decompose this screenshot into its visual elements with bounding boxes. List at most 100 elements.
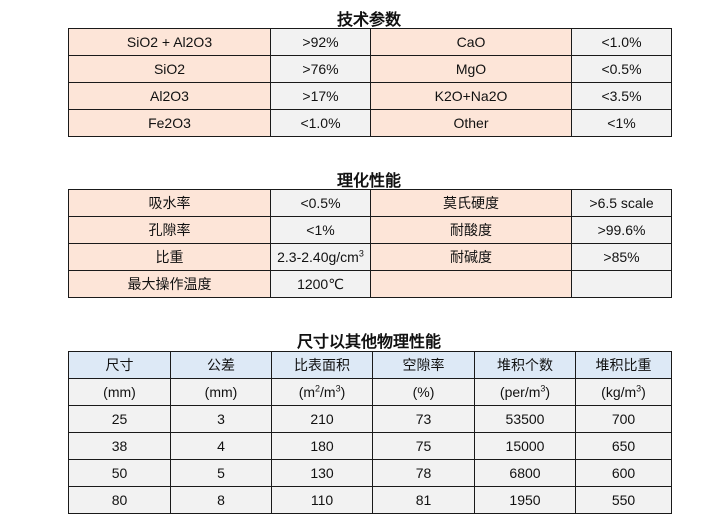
data-cell: 3: [170, 405, 272, 433]
data-cell: 8: [170, 486, 272, 514]
label-text: MgO: [455, 61, 487, 77]
label-text: 莫氏硬度: [443, 195, 499, 211]
table-row: SiO2 >76% MgO <0.5%: [68, 55, 672, 83]
label-text: SiO2 + Al2O3: [126, 34, 213, 50]
value-cell: >76%: [270, 55, 371, 83]
value-text: <3.5%: [601, 88, 642, 104]
label-text: Al2O3: [150, 88, 189, 104]
data-cell: 50: [68, 459, 171, 487]
unit-cell: (%): [372, 378, 475, 406]
label-text: 比重: [155, 249, 184, 265]
value-cell: <1.0%: [571, 28, 672, 56]
unit-cell: (mm): [170, 378, 272, 406]
data-cell: 38: [68, 432, 171, 460]
value-cell: <0.5%: [571, 55, 672, 83]
unit-superscript: 3: [636, 383, 642, 394]
label-text: 最大操作温度: [127, 276, 212, 292]
size-table: 尺寸 公差 比表面积 空隙率 堆积个数 堆积比重 (mm) (mm) (m2/m3) (%) (pe…: [68, 351, 672, 514]
table-row: 50 5 130 78 6800 600: [68, 459, 672, 487]
physchem-title: 理化性能: [336, 171, 401, 190]
physchem-table: 吸水率 <0.5% 莫氏硬度 >6.5 scale 孔隙率 <1% 耐酸度 >99.6% 比重 2…: [68, 189, 672, 298]
label-cell: MgO: [370, 55, 572, 83]
label-text: Other: [453, 115, 489, 131]
unit-superscript: 3: [358, 248, 364, 259]
value-cell: >99.6%: [571, 216, 672, 244]
data-cell: 110: [271, 486, 373, 514]
value-cell: <1%: [270, 216, 371, 244]
value-text: >6.5 scale: [589, 195, 654, 211]
unit-cell: (m2/m3): [271, 378, 373, 406]
label-cell: CaO: [370, 28, 572, 56]
label-cell: SiO2 + Al2O3: [68, 28, 271, 56]
unit-text: (%): [412, 384, 435, 400]
value-text: <1.0%: [300, 115, 341, 131]
value-text: >99.6%: [597, 222, 646, 238]
tech-params-table: SiO2 + Al2O3 >92% CaO <1.0% SiO2 >76% MgO <0.5%…: [68, 28, 672, 137]
label-cell: K2O+Na2O: [370, 82, 572, 110]
label-cell: Fe2O3: [68, 109, 271, 137]
table-row: 比重 2.3-2.40g/cm3 耐碱度 >85%: [68, 243, 672, 271]
table-row: 38 4 180 75 15000 650: [68, 432, 672, 460]
unit-cell: (kg/m3): [575, 378, 672, 406]
data-cell: 5: [170, 459, 272, 487]
data-cell: 180: [271, 432, 373, 460]
value-cell: >92%: [270, 28, 371, 56]
value-cell: [571, 270, 672, 298]
data-cell: 81: [372, 486, 475, 514]
label-text: 耐酸度: [450, 222, 492, 238]
value-cell: >6.5 scale: [571, 189, 672, 217]
column-header: 尺寸: [68, 351, 171, 379]
data-cell: 53500: [474, 405, 576, 433]
data-cell: 650: [575, 432, 672, 460]
data-cell: 73: [372, 405, 475, 433]
unit-superscript: 2: [315, 383, 321, 394]
unit-text: (m: [298, 384, 316, 400]
unit-text: ): [641, 384, 646, 400]
data-cell: 15000: [474, 432, 576, 460]
unit-superscript: 3: [540, 383, 546, 394]
size-title: 尺寸以其他物理性能: [296, 332, 441, 351]
column-header: 堆积比重: [575, 351, 672, 379]
label-cell: Other: [370, 109, 572, 137]
value-cell: >17%: [270, 82, 371, 110]
data-cell: 1950: [474, 486, 576, 514]
label-cell: 莫氏硬度: [370, 189, 572, 217]
column-header: 公差: [170, 351, 272, 379]
data-cell: 80: [68, 486, 171, 514]
unit-text: ): [340, 384, 346, 400]
table-row: Al2O3 >17% K2O+Na2O <3.5%: [68, 82, 672, 110]
table-row: 25 3 210 73 53500 700: [68, 405, 672, 433]
data-cell: 6800: [474, 459, 576, 487]
label-cell: [370, 270, 572, 298]
column-header: 堆积个数: [474, 351, 576, 379]
label-cell: 吸水率: [68, 189, 271, 217]
table-row: 最大操作温度 1200℃: [68, 270, 672, 298]
header-row: 尺寸 公差 比表面积 空隙率 堆积个数 堆积比重: [68, 351, 672, 379]
label-cell: 最大操作温度: [68, 270, 271, 298]
value-text: >76%: [302, 61, 339, 77]
value-text: 1200℃: [297, 275, 344, 292]
data-cell: 130: [271, 459, 373, 487]
value-cell: <3.5%: [571, 82, 672, 110]
value-text: <1%: [607, 115, 636, 131]
data-cell: 4: [170, 432, 272, 460]
label-cell: 比重: [68, 243, 271, 271]
unit-text: /m: [320, 384, 336, 400]
unit-cell: (per/m3): [474, 378, 576, 406]
label-cell: 耐碱度: [370, 243, 572, 271]
unit-text: (mm): [103, 384, 136, 400]
unit-text: ): [545, 384, 551, 400]
column-header: 空隙率: [372, 351, 475, 379]
data-cell: 600: [575, 459, 672, 487]
data-cell: 78: [372, 459, 475, 487]
table-row: Fe2O3 <1.0% Other <1%: [68, 109, 672, 137]
value-text: <0.5%: [300, 195, 341, 211]
label-cell: Al2O3: [68, 82, 271, 110]
value-text: >17%: [302, 88, 339, 104]
value-text: 2.3-2.40g/cm: [277, 249, 359, 265]
unit-text: (kg/m: [601, 384, 637, 400]
unit-row: (mm) (mm) (m2/m3) (%) (per/m3) (kg/m3): [68, 378, 672, 406]
unit-cell: (mm): [68, 378, 171, 406]
table-row: 吸水率 <0.5% 莫氏硬度 >6.5 scale: [68, 189, 672, 217]
label-text: Fe2O3: [148, 115, 191, 131]
